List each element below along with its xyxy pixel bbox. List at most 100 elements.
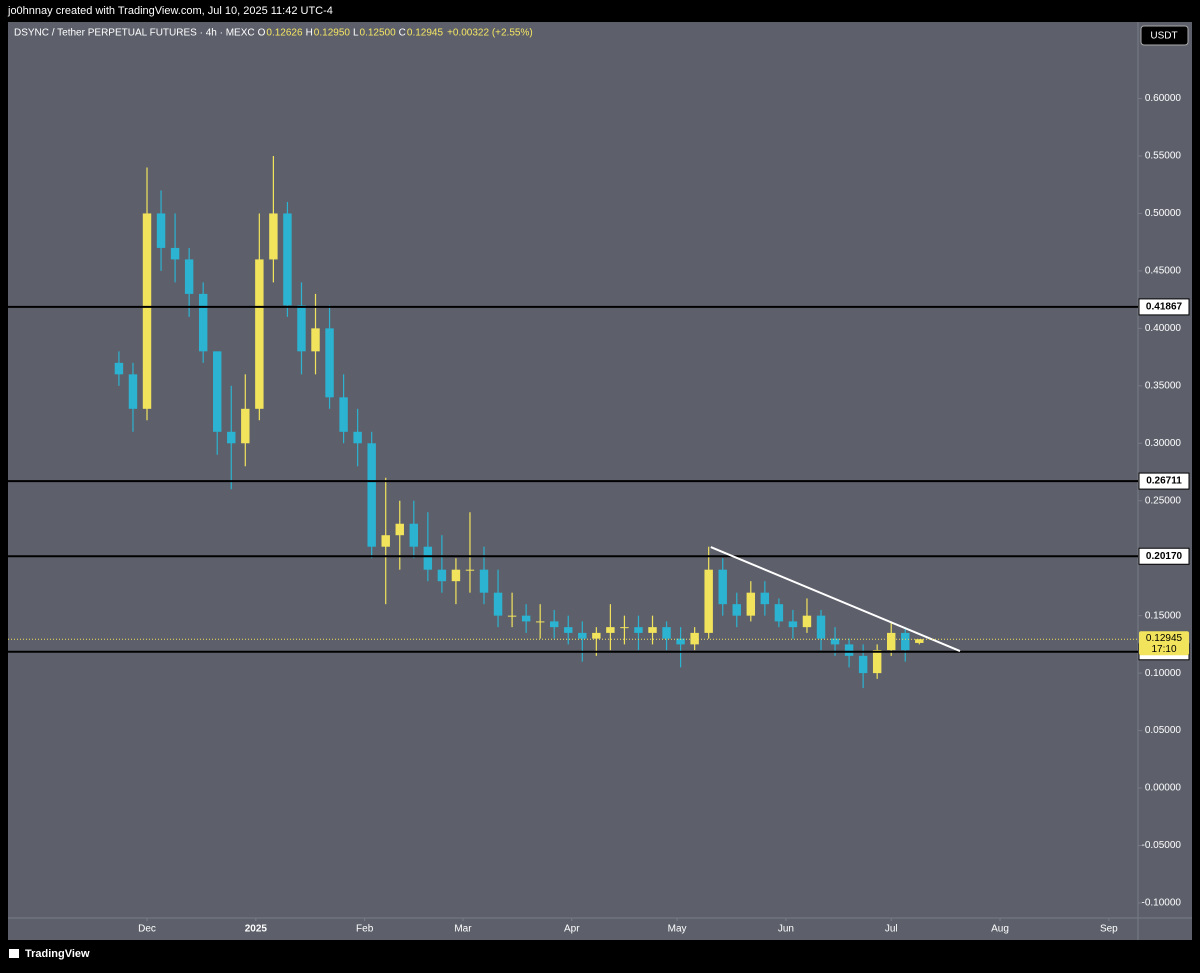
legend-key: H: [306, 28, 313, 39]
candle-body: [493, 592, 503, 616]
candle-body: [297, 305, 306, 352]
legend: DSYNC / Tether PERPETUAL FUTURES · 4h · …: [14, 28, 533, 39]
y-tick-label: -0.05000: [1142, 840, 1182, 851]
candle-body: [872, 650, 882, 674]
x-tick-label: Apr: [564, 924, 580, 935]
y-tick-label: 0.30000: [1145, 438, 1182, 449]
x-tick-label: Mar: [454, 924, 472, 935]
candle-body: [339, 397, 348, 432]
legend-value: 0.12626: [266, 28, 303, 39]
candle-body: [170, 247, 180, 260]
legend-key: O: [258, 28, 266, 39]
y-tick-label: 0.25000: [1145, 495, 1182, 506]
candle-body: [198, 293, 208, 352]
currency-button[interactable]: USDT: [1140, 25, 1189, 46]
y-tick-label: 0.60000: [1145, 93, 1182, 104]
candle-body: [648, 627, 657, 633]
candle-body: [283, 213, 292, 306]
candle-body: [325, 328, 334, 398]
y-tick-label: 0.05000: [1145, 725, 1182, 736]
candle-body: [381, 535, 390, 547]
x-tick-label: Dec: [138, 924, 156, 935]
candle-body: [844, 644, 854, 656]
trendline: [710, 546, 961, 652]
y-tick-label: 0.10000: [1145, 668, 1182, 679]
candle-body: [255, 259, 264, 409]
candle-body: [746, 592, 756, 616]
candle-body: [774, 604, 784, 622]
legend-key: C: [399, 28, 406, 39]
candle-body: [213, 351, 222, 432]
candle-body: [704, 569, 713, 633]
candle-body: [269, 213, 278, 260]
y-tick-label: 0.00000: [1145, 783, 1182, 794]
candle-body: [550, 621, 559, 628]
x-tick-label: Sep: [1100, 924, 1118, 935]
candle-body: [507, 615, 517, 617]
candle-body: [915, 639, 924, 643]
candle-body: [592, 632, 601, 639]
y-tick-label: -0.10000: [1142, 898, 1182, 909]
currency-button-box[interactable]: [1140, 25, 1189, 46]
x-tick-label: Jun: [778, 924, 794, 935]
y-tick-label: 0.15000: [1145, 610, 1182, 621]
candle-body: [311, 328, 320, 352]
currency-label[interactable]: USDT: [1150, 31, 1177, 42]
footer-logo: TradingView: [9, 948, 90, 960]
level-label: 0.26711: [1146, 476, 1182, 487]
candle-body: [535, 621, 545, 623]
candle-body: [732, 604, 741, 616]
candle-body: [662, 627, 671, 639]
candle-body: [465, 569, 475, 571]
level-label-box: [1138, 547, 1190, 565]
level-label: 0.20170: [1146, 551, 1183, 562]
level-label-box: [1138, 298, 1190, 316]
candle-body: [634, 627, 643, 633]
candle-body: [395, 523, 404, 536]
candle-body: [353, 431, 362, 444]
candle-body: [142, 213, 152, 409]
candle-body: [760, 592, 770, 605]
candle-body: [367, 443, 376, 547]
candle-body: [241, 408, 250, 444]
legend-key: L: [353, 28, 359, 39]
x-tick-label: Feb: [356, 924, 374, 935]
legend-value: 0.12500: [360, 28, 397, 39]
symbol: DSYNC / Tether PERPETUAL FUTURES · 4h · …: [14, 28, 255, 39]
last-price-label: 0.12945: [1146, 633, 1183, 644]
y-tick-label: 0.45000: [1145, 266, 1182, 277]
candle-body: [156, 213, 166, 248]
candle-body: [901, 632, 910, 651]
candle-body: [114, 362, 124, 375]
x-tick-label: May: [668, 924, 687, 935]
candle-body: [718, 569, 727, 605]
candle-body: [437, 569, 447, 582]
candle-body: [802, 615, 812, 628]
candle-body: [479, 569, 489, 593]
candle-body: [858, 655, 868, 674]
y-tick-label: 0.40000: [1145, 323, 1182, 334]
legend-value: 0.12950: [314, 28, 351, 39]
plot-area: [8, 155, 1138, 689]
legend-value: 0.12945: [407, 28, 444, 39]
candle-body: [830, 638, 840, 645]
candle-body: [606, 627, 615, 633]
candle-body: [521, 615, 531, 622]
level-label-box: [1138, 472, 1190, 490]
y-tick-label: 0.35000: [1145, 380, 1182, 391]
x-tick-label: 2025: [245, 924, 268, 935]
candle-body: [887, 632, 896, 651]
candle-body: [451, 569, 461, 582]
candle-body: [690, 632, 699, 645]
logo-icon: [9, 949, 19, 958]
candle-body: [676, 638, 685, 645]
candle-body: [816, 615, 826, 639]
last-price-box: [1139, 631, 1189, 656]
x-tick-label: Jul: [885, 924, 898, 935]
candle-body: [184, 259, 194, 294]
footer-brand: TradingView: [25, 948, 90, 960]
header-caption: jo0hnnay created with TradingView.com, J…: [7, 5, 333, 17]
level-label: 0.41867: [1146, 302, 1183, 313]
